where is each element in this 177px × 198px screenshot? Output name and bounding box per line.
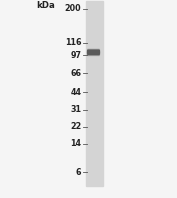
Text: 97: 97 <box>70 51 81 60</box>
Text: 6: 6 <box>76 168 81 177</box>
Text: 44: 44 <box>70 88 81 97</box>
Text: kDa: kDa <box>36 1 55 10</box>
Text: 66: 66 <box>70 69 81 78</box>
Text: 116: 116 <box>65 38 81 47</box>
Text: 31: 31 <box>70 105 81 114</box>
Bar <box>86 1 103 186</box>
Text: 14: 14 <box>70 139 81 148</box>
Text: 200: 200 <box>65 4 81 13</box>
Text: 22: 22 <box>70 122 81 131</box>
